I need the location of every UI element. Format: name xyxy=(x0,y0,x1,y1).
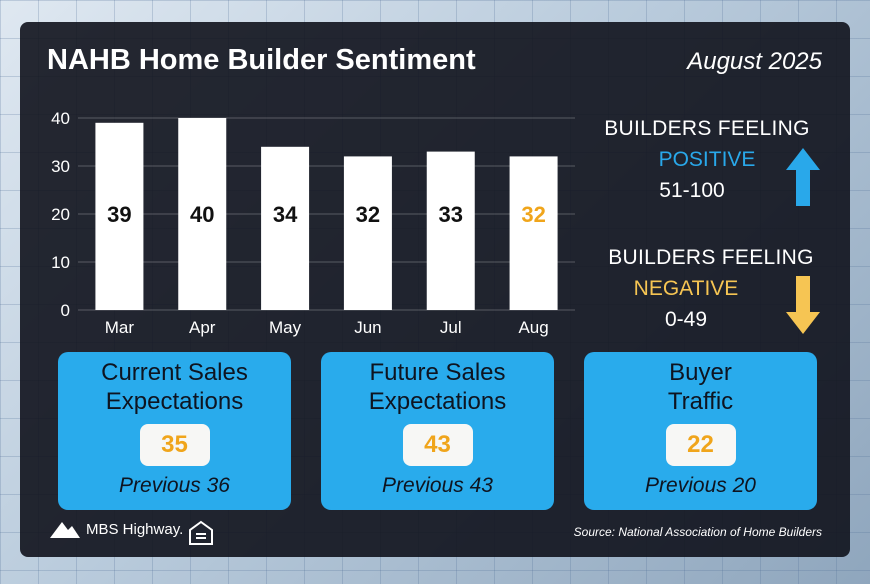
bar xyxy=(261,146,310,310)
metric-value: 22 xyxy=(665,424,736,466)
brand-logo: MBS Highway. xyxy=(50,520,183,538)
bar xyxy=(509,156,558,310)
report-date: August 2025 xyxy=(687,48,822,75)
legend-negative-range: 0-49 xyxy=(664,308,708,331)
legend-positive-label: POSITIVE xyxy=(658,148,756,171)
metric-previous: Previous 36 xyxy=(119,474,230,497)
metric-name-line2: Expectations xyxy=(368,388,507,415)
mountain-logo-icon xyxy=(50,522,80,538)
bar-value-label: 32 xyxy=(356,202,380,227)
legend-positive-range: 51-100 xyxy=(659,179,725,202)
legend-positive: BUILDERS FEELING POSITIVE 51-100 xyxy=(598,113,816,206)
x-tick-label: Apr xyxy=(189,318,216,337)
bar-value-label: 34 xyxy=(273,202,298,227)
metric-name-line2: Expectations xyxy=(105,388,244,415)
x-tick-label: May xyxy=(269,318,302,337)
metric-future-sales: Future Sales Expectations 43 Previous 43 xyxy=(321,352,554,510)
bar xyxy=(178,118,227,310)
metric-previous: Previous 20 xyxy=(645,474,756,497)
y-tick-label: 10 xyxy=(51,253,70,272)
y-tick-label: 0 xyxy=(61,301,70,320)
metric-previous: Previous 43 xyxy=(382,474,493,497)
metric-name-line1: Current Sales xyxy=(101,359,248,386)
metric-name-line1: Buyer xyxy=(669,359,732,386)
page-title: NAHB Home Builder Sentiment xyxy=(47,44,476,76)
metric-buyer-traffic: Buyer Traffic 22 Previous 20 xyxy=(584,352,817,510)
y-tick-label: 20 xyxy=(51,205,70,224)
bar-value-label: 32 xyxy=(521,202,545,227)
brand-name: MBS Highway. xyxy=(86,520,184,538)
bar xyxy=(426,151,475,310)
bar-value-label: 40 xyxy=(190,202,214,227)
x-tick-label: Mar xyxy=(105,318,135,337)
metric-name-line2: Traffic xyxy=(667,388,734,415)
bar-value-label: 33 xyxy=(439,202,463,227)
equal-housing-icon xyxy=(189,520,213,545)
y-tick-label: 30 xyxy=(51,157,70,176)
metric-value: 35 xyxy=(139,424,210,466)
legend-negative-label: NEGATIVE xyxy=(633,277,739,300)
y-tick-label: 40 xyxy=(51,109,70,128)
metric-name-line1: Future Sales xyxy=(369,359,506,386)
source-note: Source: National Association of Home Bui… xyxy=(573,525,822,539)
metric-current-sales: Current Sales Expectations 35 Previous 3… xyxy=(58,352,291,510)
metric-value: 43 xyxy=(402,424,473,466)
legend-negative: BUILDERS FEELING NEGATIVE 0-49 xyxy=(602,242,820,335)
x-tick-label: Jun xyxy=(354,318,381,337)
x-tick-label: Aug xyxy=(518,318,548,337)
legend-positive-caption: BUILDERS FEELING xyxy=(604,117,810,140)
x-tick-label: Jul xyxy=(440,318,462,337)
legend-negative-caption: BUILDERS FEELING xyxy=(608,246,814,269)
arrow-down-icon xyxy=(786,276,820,334)
bar xyxy=(95,122,144,310)
arrow-up-icon xyxy=(786,148,820,206)
bar-value-label: 39 xyxy=(107,202,131,227)
bar xyxy=(343,156,392,310)
